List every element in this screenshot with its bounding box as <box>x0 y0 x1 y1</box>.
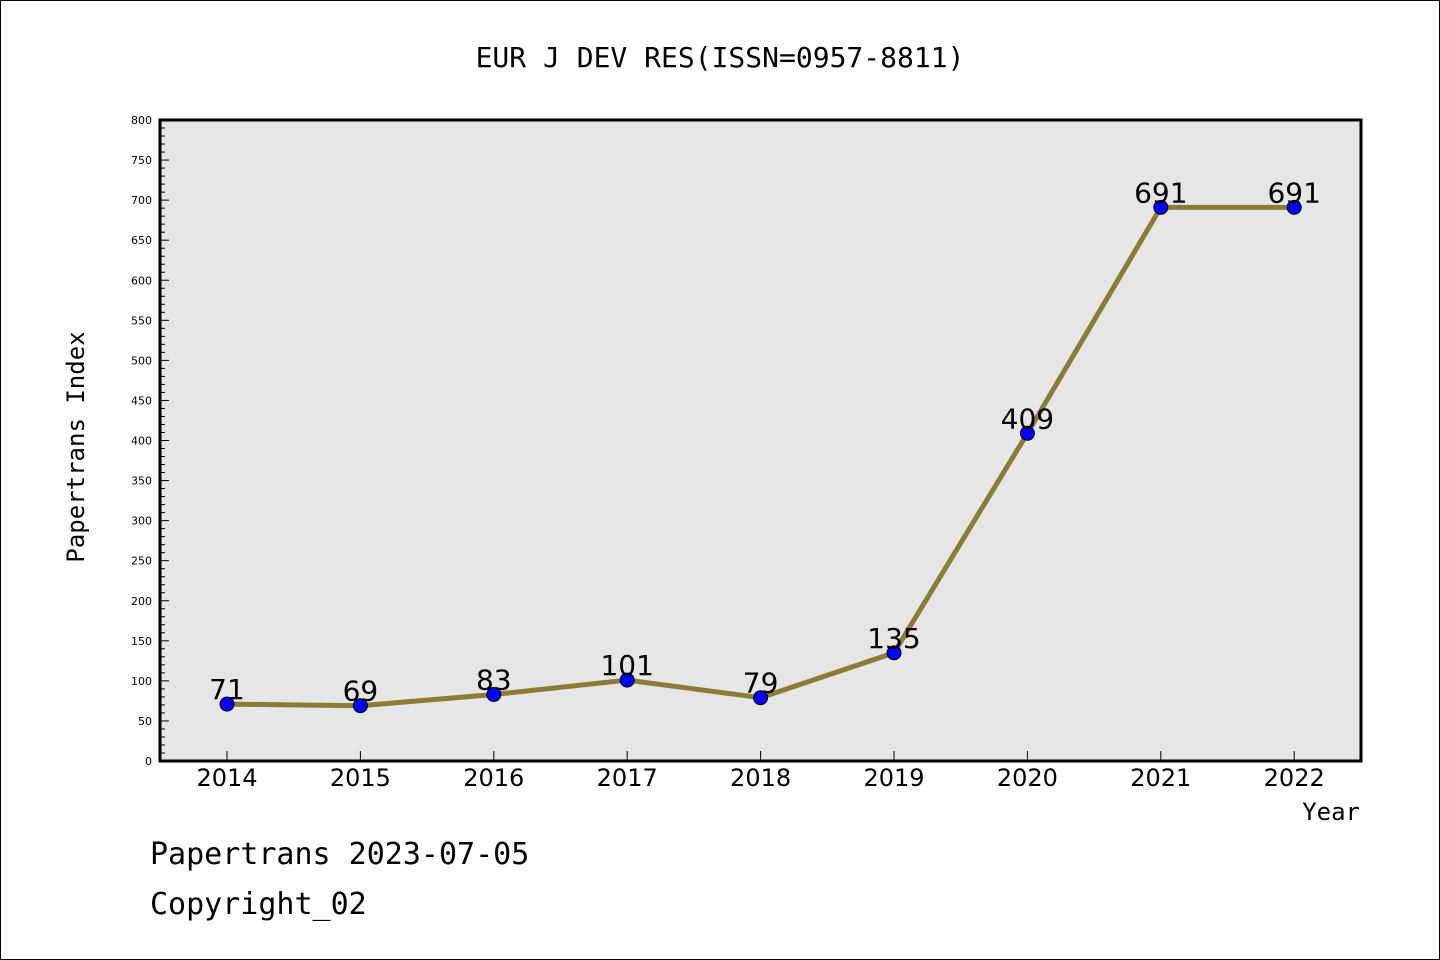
y-tick-label: 650 <box>131 234 152 247</box>
x-axis: 2014 2015 2016 2017 2018 2019 2020 2021 2022 <box>196 751 1325 792</box>
y-tick-label: 250 <box>131 555 152 568</box>
x-tick-label: 2019 <box>863 764 924 792</box>
y-tick-label: 300 <box>131 515 152 528</box>
x-tick-label: 2015 <box>330 764 391 792</box>
data-point <box>1019 425 1035 441</box>
x-tick-label: 2017 <box>597 764 658 792</box>
y-axis-label: Papertrans Index <box>62 331 90 562</box>
y-axis: 0 50 100 150 200 250 300 350 400 450 500 550 600 650 7… <box>131 114 169 768</box>
x-tick-label: 2018 <box>730 764 791 792</box>
y-tick-label: 750 <box>131 154 152 167</box>
data-label: 69 <box>343 675 379 708</box>
data-point <box>619 672 635 688</box>
y-tick-label: 350 <box>131 475 152 488</box>
data-point <box>219 696 235 712</box>
x-tick-label: 2021 <box>1130 764 1191 792</box>
x-tick-label: 2016 <box>463 764 524 792</box>
x-tick-label: 2022 <box>1264 764 1325 792</box>
y-tick-label: 500 <box>131 354 152 367</box>
x-tick-label: 2020 <box>997 764 1058 792</box>
data-label: 691 <box>1267 176 1320 209</box>
data-label: 71 <box>209 673 245 706</box>
y-tick-label: 600 <box>131 274 152 287</box>
data-point <box>886 645 902 661</box>
x-tick-label: 2014 <box>196 764 257 792</box>
y-tick-label: 100 <box>131 675 152 688</box>
data-label: 101 <box>600 649 653 682</box>
y-tick-label: 550 <box>131 314 152 327</box>
plot-area <box>158 118 1363 763</box>
x-axis-label: Year <box>1302 798 1360 826</box>
footer-date: Papertrans 2023-07-05 <box>150 837 529 872</box>
data-label: 83 <box>476 663 512 696</box>
footer-copyright: Copyright_02 <box>150 887 367 922</box>
y-tick-label: 450 <box>131 394 152 407</box>
data-label: 691 <box>1134 176 1187 209</box>
markers-group <box>219 199 1302 714</box>
y-tick-label: 0 <box>145 755 152 768</box>
data-label: 409 <box>1001 402 1054 435</box>
data-point <box>1286 199 1302 215</box>
data-labels-group: 71 69 83 101 79 135 409 691 691 <box>209 176 1321 707</box>
data-point <box>753 690 769 706</box>
data-label: 79 <box>743 667 779 700</box>
y-tick-label: 150 <box>131 635 152 648</box>
chart-title: EUR J DEV RES(ISSN=0957-8811) <box>476 41 965 74</box>
data-point <box>486 686 502 702</box>
y-tick-label: 700 <box>131 194 152 207</box>
data-point <box>1153 199 1169 215</box>
y-tick-label: 800 <box>131 114 152 127</box>
data-point <box>352 698 368 714</box>
data-label: 135 <box>867 622 920 655</box>
y-tick-label: 200 <box>131 595 152 608</box>
y-tick-label: 50 <box>138 715 152 728</box>
y-tick-label: 400 <box>131 435 152 448</box>
